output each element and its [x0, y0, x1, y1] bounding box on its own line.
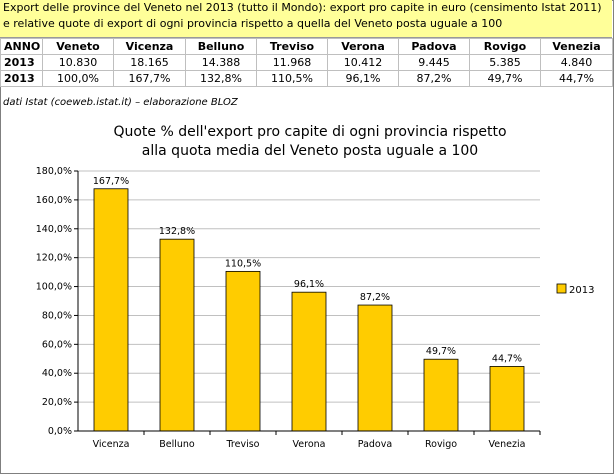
y-tick-label: 60,0% [42, 339, 72, 350]
x-axis-tick-labels: Vicenza Belluno Treviso Verona Padova Rovigo V… [93, 431, 541, 450]
header-line-2: e relative quote di export di ogni provi… [3, 17, 503, 30]
bar-belluno [159, 238, 195, 432]
bar-rovigo [423, 358, 459, 432]
chart-title-line-1: Quote % dell'export pro capite di ogni p… [113, 124, 506, 140]
legend: 2013 [556, 283, 594, 296]
table-cell: 10.830 [42, 54, 114, 71]
data-labels: 167,7% 132,8% 110,5% 96,1% 87,2% 49,7% 44,7% [93, 176, 522, 365]
data-label: 49,7% [426, 346, 456, 357]
table-row: 2013 100,0% 167,7% 132,8% 110,5% 96,1% 8… [0, 70, 613, 87]
table-cell: 5.385 [469, 54, 541, 71]
x-tick-label: Treviso [226, 439, 260, 450]
data-label: 132,8% [159, 226, 195, 237]
bar-treviso [225, 270, 261, 432]
y-tick-label: 40,0% [42, 368, 72, 379]
bar-padova [357, 304, 393, 432]
y-tick-label: 20,0% [42, 397, 72, 408]
col-header-padova: Padova [398, 38, 470, 55]
table-cell: 87,2% [398, 70, 470, 87]
col-header-treviso: Treviso [256, 38, 328, 55]
table-cell-year: 2013 [0, 70, 43, 87]
bar-verona [291, 291, 327, 432]
table-cell: 100,0% [42, 70, 114, 87]
table-cell: 18.165 [113, 54, 186, 71]
table-cell: 49,7% [469, 70, 541, 87]
x-tick-label: Padova [358, 439, 392, 450]
x-tick-label: Belluno [159, 439, 195, 450]
data-label: 87,2% [360, 292, 390, 303]
legend-label: 2013 [569, 285, 594, 296]
table-cell: 44,7% [540, 70, 613, 87]
table-cell: 14.388 [185, 54, 257, 71]
header-line-1: Export delle province del Veneto nel 201… [3, 1, 602, 14]
source-note: dati Istat (coeweb.istat.it) – elaborazi… [3, 97, 238, 108]
y-tick-label: 100,0% [36, 282, 72, 293]
chart-title-line-2: alla quota media del Veneto posta uguale… [142, 143, 478, 159]
y-tick-label: 160,0% [36, 195, 72, 206]
y-tick-label: 80,0% [42, 310, 72, 321]
data-label: 96,1% [294, 279, 324, 290]
table-header-row: ANNO Veneto Vicenza Belluno Treviso Vero… [0, 38, 613, 55]
data-label: 167,7% [93, 176, 129, 187]
table-cell: 110,5% [256, 70, 328, 87]
y-tick-label: 180,0% [36, 166, 72, 177]
table-cell: 132,8% [185, 70, 257, 87]
col-header-venezia: Venezia [540, 38, 613, 55]
data-table: ANNO Veneto Vicenza Belluno Treviso Vero… [0, 38, 613, 87]
col-header-verona: Verona [327, 38, 399, 55]
table-cell-year: 2013 [0, 54, 43, 71]
y-tick-label: 0,0% [48, 426, 72, 437]
x-tick-label: Verona [293, 439, 326, 450]
header-banner: Export delle province del Veneto nel 201… [0, 0, 612, 38]
col-header-vicenza: Vicenza [113, 38, 186, 55]
table-cell: 4.840 [540, 54, 613, 71]
table-cell: 10.412 [327, 54, 399, 71]
y-tick-label: 120,0% [36, 253, 72, 264]
data-label: 44,7% [492, 353, 522, 364]
x-tick-label: Venezia [489, 439, 526, 450]
table-row: 2013 10.830 18.165 14.388 11.968 10.412 … [0, 54, 613, 71]
table-cell: 9.445 [398, 54, 470, 71]
bar-venezia [489, 366, 525, 432]
col-header-anno: ANNO [0, 38, 43, 55]
x-tick-label: Vicenza [93, 439, 130, 450]
table-cell: 167,7% [113, 70, 186, 87]
bar-chart: Quote % dell'export pro capite di ogni p… [36, 124, 595, 450]
col-header-veneto: Veneto [42, 38, 114, 55]
col-header-belluno: Belluno [185, 38, 257, 55]
bar-vicenza [93, 188, 129, 432]
y-axis-tick-labels: 0,0% 20,0% 40,0% 60,0% 80,0% 100,0% 120,0% 140,… [36, 166, 78, 437]
x-tick-label: Rovigo [425, 439, 457, 450]
legend-swatch [556, 283, 567, 294]
table-cell: 96,1% [327, 70, 399, 87]
y-tick-label: 140,0% [36, 224, 72, 235]
bars [93, 188, 525, 432]
col-header-rovigo: Rovigo [469, 38, 541, 55]
data-label: 110,5% [225, 258, 261, 269]
table-cell: 11.968 [256, 54, 328, 71]
